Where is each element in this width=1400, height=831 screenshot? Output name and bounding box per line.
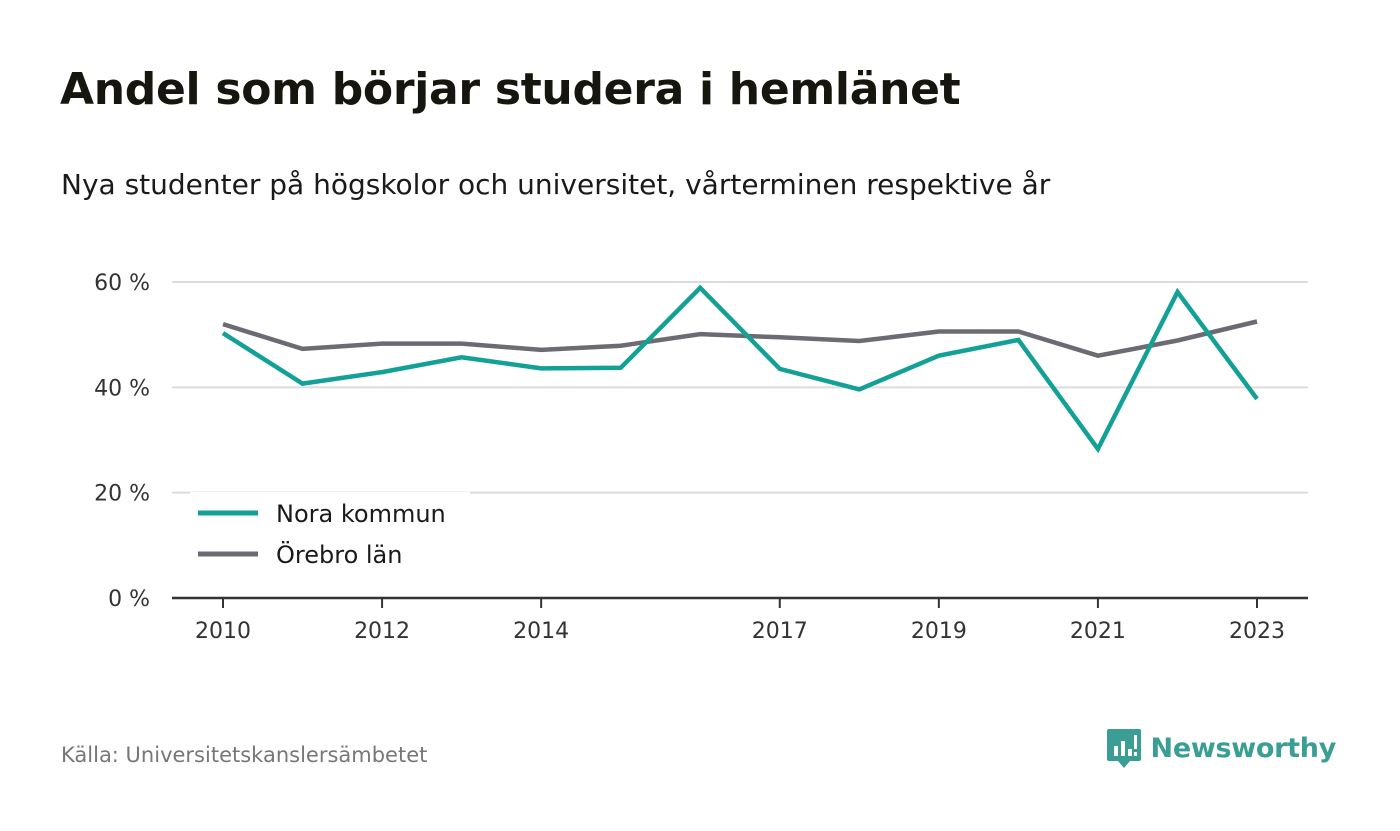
newsworthy-logo-icon xyxy=(1106,729,1141,768)
x-tick-label: 2023 xyxy=(1229,619,1285,644)
x-tick-label: 2021 xyxy=(1070,619,1126,644)
source-note: Källa: Universitetskanslersämbetet xyxy=(61,743,428,767)
legend: Nora kommun Örebro län xyxy=(190,492,470,582)
line-chart: 0 % 20 % 40 % 60 % 2010 2012 2014 2017 2019 2021… xyxy=(94,271,1308,644)
series-line-nora-kommun xyxy=(221,284,1259,454)
x-tick-label: 2019 xyxy=(911,619,967,644)
x-tick-label: 2017 xyxy=(752,619,808,644)
series-lines xyxy=(221,284,1259,454)
y-tick-label: 20 % xyxy=(94,482,150,507)
y-tick-label: 0 % xyxy=(108,587,150,612)
legend-background xyxy=(190,492,470,582)
y-tick-label: 60 % xyxy=(94,271,150,296)
chart-subtitle: Nya studenter på högskolor och universit… xyxy=(61,168,1051,201)
brand-name: Newsworthy xyxy=(1150,732,1337,764)
legend-label: Örebro län xyxy=(276,540,402,569)
chart-title: Andel som börjar studera i hemlänet xyxy=(60,64,961,115)
newsworthy-brand[interactable]: Newsworthy xyxy=(1105,727,1336,769)
x-tick-label: 2014 xyxy=(513,619,569,644)
x-tick-label: 2012 xyxy=(354,619,410,644)
series-line-orebro-lan xyxy=(222,319,1258,359)
legend-label: Nora kommun xyxy=(276,500,446,528)
x-tick-label: 2010 xyxy=(195,619,251,644)
grid-lines: 0 % 20 % 40 % 60 % xyxy=(94,271,1308,612)
y-tick-label: 40 % xyxy=(94,376,150,401)
x-axis: 2010 2012 2014 2017 2019 2021 2023 xyxy=(172,596,1308,644)
